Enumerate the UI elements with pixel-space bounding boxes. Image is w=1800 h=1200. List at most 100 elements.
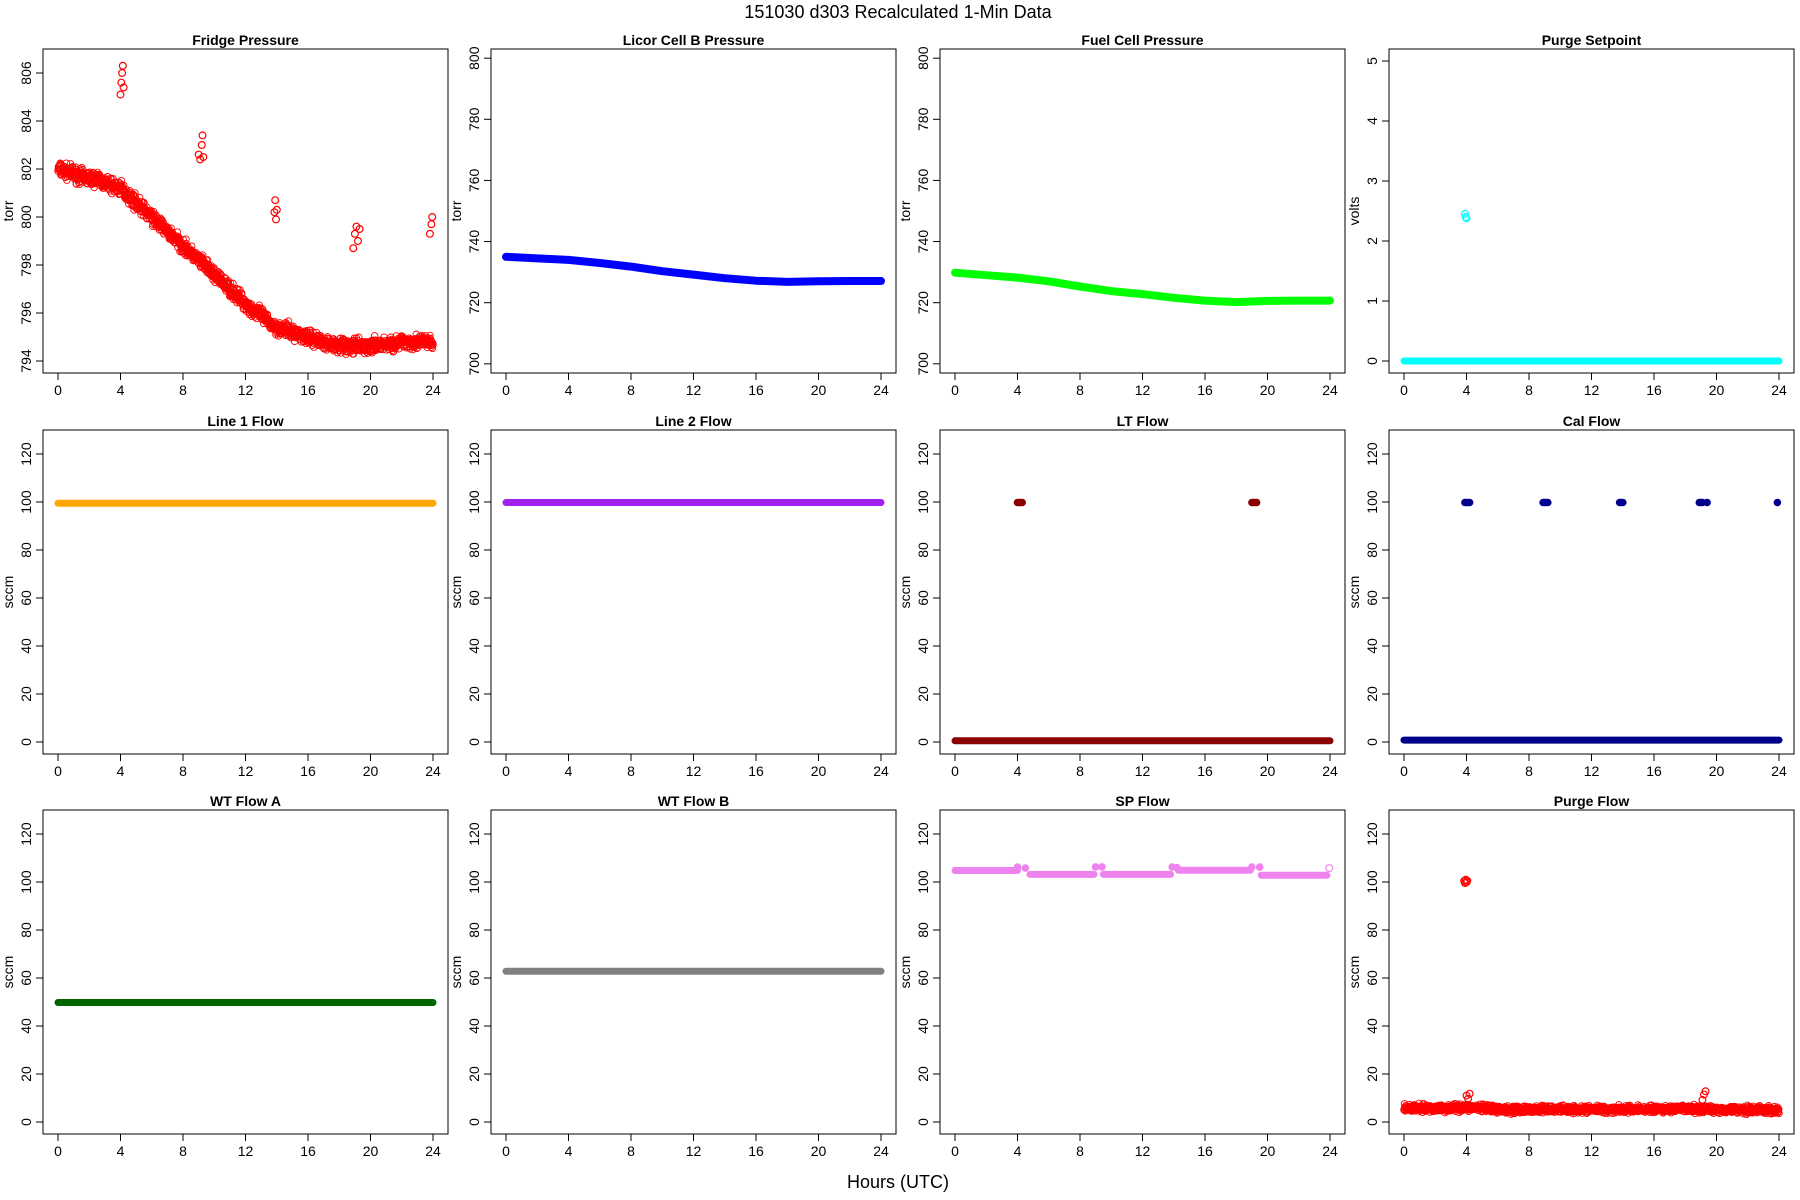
y-axis-label: sccm: [1346, 576, 1362, 609]
x-tick-label: 0: [951, 763, 959, 779]
data-point: [194, 150, 203, 159]
data-point: [1775, 1109, 1783, 1118]
data-series: [1400, 210, 1783, 365]
x-tick-label: 24: [425, 1143, 441, 1159]
x-tick-label: 8: [179, 382, 187, 398]
panel-fuel-cell-pressure: Fuel Cell Pressure 0 4 8 12 16 20 24 700 720 740 76…: [897, 32, 1346, 398]
x-tick-label: 20: [1260, 382, 1276, 398]
y-axis-label: volts: [1346, 197, 1362, 226]
panel-line-1-flow: Line 1 Flow 0 4 8 12 16 20 24 0 20 40 60 80 100 120 scc…: [0, 413, 449, 779]
y-tick-label: 100: [915, 490, 931, 514]
x-tick-label: 24: [873, 1143, 889, 1159]
data-point: [1464, 1094, 1473, 1103]
y-tick-label: 40: [18, 638, 34, 654]
data-point: [1255, 863, 1264, 871]
plot-frame: [42, 809, 449, 1135]
panel-wt-flow-a: WT Flow A 0 4 8 12 16 20 24 0 20 40 60 80 100 120 sccm: [0, 793, 449, 1159]
data-point: [1091, 863, 1100, 871]
y-tick-label: 100: [915, 870, 931, 894]
y-axis-label: sccm: [448, 576, 464, 609]
x-tick-label: 20: [363, 1143, 379, 1159]
data-point: [1098, 863, 1106, 871]
data-point: [1013, 863, 1022, 871]
y-tick-label: 806: [18, 61, 34, 85]
data-point: [1619, 498, 1627, 507]
plot-frame: [1388, 48, 1795, 374]
panel-title: Purge Setpoint: [1542, 32, 1642, 48]
y-tick-label: 40: [915, 1018, 931, 1034]
x-tick-label: 16: [300, 763, 316, 779]
data-point: [224, 277, 233, 285]
data-point: [349, 244, 358, 253]
data-curve: [502, 252, 885, 286]
x-tick-label: 24: [873, 763, 889, 779]
panel-licor-cell-b-pressure: Licor Cell B Pressure 0 4 8 12 16 20 24 700 720 74…: [448, 32, 897, 398]
x-tick-label: 8: [1076, 382, 1084, 398]
x-tick-label: 24: [1322, 1143, 1338, 1159]
data-point: [1774, 1105, 1783, 1113]
data-point: [118, 61, 127, 70]
y-tick-label: 40: [466, 1018, 482, 1034]
data-point: [1698, 1095, 1707, 1104]
y-tick-label: 20: [466, 1066, 482, 1082]
y-tick-label: 100: [1364, 870, 1380, 894]
y-tick-label: 796: [18, 301, 34, 325]
panel-title: Fridge Pressure: [192, 32, 299, 48]
data-point: [1461, 213, 1470, 222]
x-tick-label: 4: [1463, 763, 1471, 779]
data-point: [1325, 864, 1334, 873]
y-tick-label: 720: [915, 291, 931, 315]
y-tick-label: 700: [466, 352, 482, 376]
y-tick-label: 0: [466, 738, 482, 746]
data-point: [1701, 1087, 1710, 1096]
x-tick-label: 0: [54, 1143, 62, 1159]
y-tick-label: 60: [915, 590, 931, 606]
data-point: [62, 159, 71, 167]
x-tick-label: 12: [238, 382, 254, 398]
x-tick-label: 0: [1400, 382, 1408, 398]
panel-wt-flow-b: WT Flow B 0 4 8 12 16 20 24 0 20 40 60 80 100 120 sccm: [448, 793, 897, 1159]
data-point: [354, 237, 363, 246]
plot-frame: [42, 429, 449, 755]
x-tick-label: 12: [238, 1143, 254, 1159]
y-tick-label: 0: [1364, 738, 1380, 746]
x-tick-label: 20: [811, 382, 827, 398]
x-tick-label: 12: [1584, 382, 1600, 398]
x-tick-label: 20: [1709, 763, 1725, 779]
y-tick-label: 0: [1364, 357, 1380, 365]
data-series: [951, 268, 1334, 307]
data-point: [1018, 498, 1026, 507]
y-tick-label: 80: [18, 542, 34, 558]
panel-fridge-pressure: Fridge Pressure 0 4 8 12 16 20 24 794 796 798 800 80…: [0, 32, 449, 398]
data-point: [271, 196, 280, 205]
panel-title: Purge Flow: [1554, 793, 1630, 809]
plot-frame: [1388, 809, 1795, 1135]
y-tick-label: 80: [466, 922, 482, 938]
x-tick-label: 20: [1260, 763, 1276, 779]
data-point: [119, 83, 128, 92]
x-tick-label: 0: [951, 382, 959, 398]
panel-lt-flow: LT Flow 0 4 8 12 16 20 24 0 20 40 60 80 100 120 sccm: [897, 413, 1346, 779]
y-tick-label: 60: [18, 590, 34, 606]
x-tick-label: 4: [117, 382, 125, 398]
y-axis-label: sccm: [897, 956, 913, 989]
x-tick-label: 0: [951, 1143, 959, 1159]
x-tick-label: 20: [363, 763, 379, 779]
plot-frame: [939, 429, 1346, 755]
data-point: [199, 153, 208, 162]
x-tick-label: 24: [425, 763, 441, 779]
y-tick-label: 60: [915, 970, 931, 986]
y-tick-label: 794: [18, 349, 34, 373]
panel-sp-flow: SP Flow 0 4 8 12 16 20 24 0 20 40 60 80 100 120 sccm: [897, 793, 1346, 1159]
data-point: [1544, 498, 1552, 507]
plot-frame: [1388, 429, 1795, 755]
y-tick-label: 40: [466, 638, 482, 654]
x-tick-label: 8: [627, 1143, 635, 1159]
y-tick-label: 120: [18, 822, 34, 846]
y-tick-label: 0: [18, 1118, 34, 1126]
y-tick-label: 0: [466, 1118, 482, 1126]
x-tick-label: 0: [54, 763, 62, 779]
y-tick-label: 5: [1364, 57, 1380, 65]
